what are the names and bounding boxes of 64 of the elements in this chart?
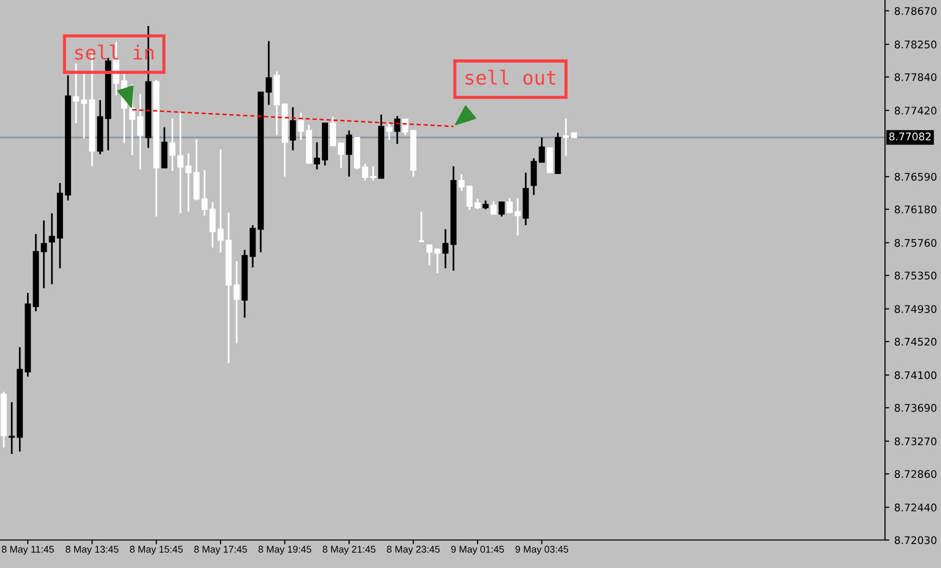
candlestick <box>362 163 368 182</box>
candlestick <box>338 141 344 169</box>
x-tick-label: 8 May 21:45 <box>322 546 376 555</box>
candlestick <box>330 116 336 146</box>
candlestick <box>418 210 425 242</box>
y-tick-label: 8.76590 <box>894 172 936 181</box>
x-tick-label: 8 May 19:45 <box>258 546 312 555</box>
candlestick <box>40 220 47 290</box>
y-tick-label: 8.78670 <box>894 7 936 15</box>
candlestick <box>210 201 216 248</box>
candlestick <box>466 185 473 211</box>
candlestick <box>562 118 569 157</box>
candlestick <box>370 165 376 182</box>
y-tick-label: 8.77420 <box>894 106 936 115</box>
candlestick <box>169 118 176 172</box>
y-tick-label: 8.72440 <box>894 504 936 512</box>
candlestick <box>346 130 352 178</box>
y-tick-label: 8.75350 <box>894 272 936 280</box>
y-tick-label: 8.72030 <box>894 536 936 544</box>
x-tick-label: 8 May 15:45 <box>130 546 183 555</box>
candlestick <box>498 201 505 218</box>
candlestick <box>81 72 88 140</box>
y-tick-label: 8.74930 <box>894 305 936 313</box>
candlestick <box>48 212 55 286</box>
x-tick-label: 8 May 17:45 <box>194 546 247 555</box>
candlestick <box>386 122 392 141</box>
candlestick <box>426 244 432 266</box>
y-tick-label: 8.74520 <box>894 338 936 346</box>
candlestick <box>434 248 440 274</box>
candlestick <box>234 260 240 344</box>
y-tick-label: 8.75760 <box>894 238 936 247</box>
y-tick-label: 8.73270 <box>894 437 936 446</box>
candlestick <box>458 173 465 192</box>
annotation: sell out <box>466 70 556 85</box>
x-tick-label: 9 May 01:45 <box>451 546 504 555</box>
candlestick <box>514 197 521 236</box>
y-tick-label: 8.76180 <box>894 206 936 214</box>
y-tick-label: 8.73690 <box>894 404 936 412</box>
candlestick <box>185 152 192 212</box>
x-tick-label: 8 May 11:45 <box>2 546 54 555</box>
ref-line-label: 8.77082 <box>889 132 931 140</box>
candlestick <box>8 401 15 455</box>
candlestick <box>442 228 448 270</box>
y-tick-label: 8.72860 <box>894 470 936 478</box>
candlestick <box>490 200 497 215</box>
y-tick-label: 8.74100 <box>894 371 936 380</box>
y-tick-label: 8.78250 <box>894 40 936 48</box>
x-tick-label: 8 May 13:45 <box>66 546 118 555</box>
candlestick <box>218 148 224 254</box>
candlestick <box>201 169 208 216</box>
candlestick <box>177 112 184 214</box>
candlestick <box>506 197 513 214</box>
candlestick <box>474 198 481 210</box>
x-tick-label: 8 May 23:45 <box>386 546 440 555</box>
candlestick <box>394 115 400 145</box>
x-tick-label: 9 May 03:45 <box>516 546 568 555</box>
candlestick <box>290 106 296 152</box>
candlestick <box>72 62 80 124</box>
candlestick <box>298 112 304 141</box>
candlestick <box>530 157 537 196</box>
candlestick <box>314 141 320 170</box>
candlestick <box>402 118 408 136</box>
y-tick-label: 8.77840 <box>894 73 936 82</box>
candlestick <box>538 136 545 164</box>
